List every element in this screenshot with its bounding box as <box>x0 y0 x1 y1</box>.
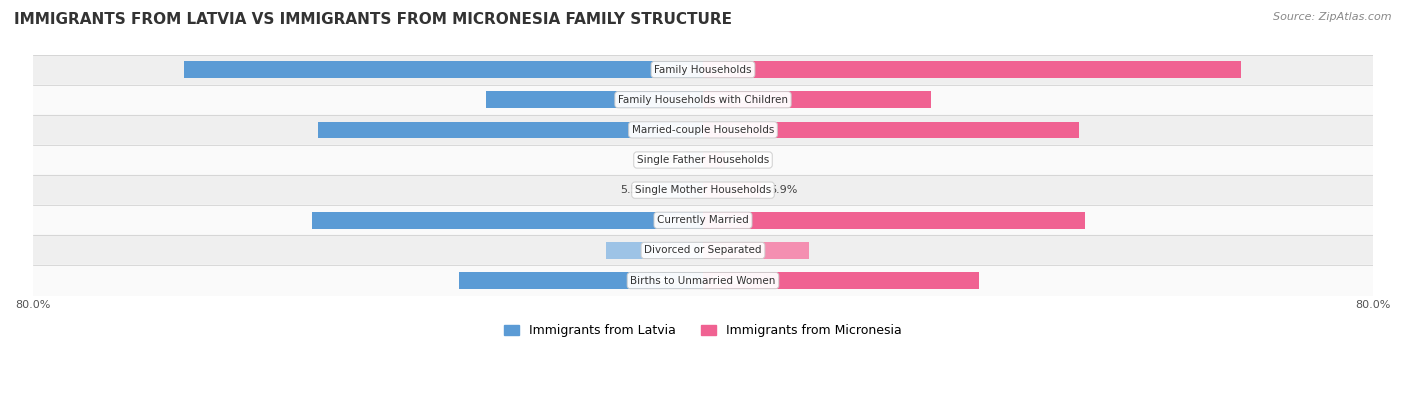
Bar <box>32 175 1374 205</box>
Text: Family Households with Children: Family Households with Children <box>619 95 787 105</box>
Text: 2.6%: 2.6% <box>733 155 762 165</box>
Text: 12.7%: 12.7% <box>711 245 749 256</box>
Bar <box>703 242 810 259</box>
Text: 25.9%: 25.9% <box>657 95 695 105</box>
Text: 11.6%: 11.6% <box>655 245 695 256</box>
Bar <box>703 152 724 168</box>
Bar <box>688 152 703 168</box>
Text: 29.1%: 29.1% <box>655 276 695 286</box>
Bar <box>32 235 1374 265</box>
Bar <box>703 212 1085 229</box>
Bar <box>318 122 703 138</box>
Text: Single Mother Households: Single Mother Households <box>636 185 770 195</box>
Bar <box>703 122 1080 138</box>
Bar <box>606 242 703 259</box>
Bar <box>32 115 1374 145</box>
Text: Currently Married: Currently Married <box>657 215 749 225</box>
Text: 32.9%: 32.9% <box>711 276 749 286</box>
Legend: Immigrants from Latvia, Immigrants from Micronesia: Immigrants from Latvia, Immigrants from … <box>499 320 907 342</box>
Text: 62.0%: 62.0% <box>657 64 695 75</box>
Text: Divorced or Separated: Divorced or Separated <box>644 245 762 256</box>
Text: Births to Unmarried Women: Births to Unmarried Women <box>630 276 776 286</box>
Bar <box>32 145 1374 175</box>
Bar <box>486 91 703 108</box>
Bar <box>460 272 703 289</box>
Bar <box>703 61 1241 78</box>
Text: 6.9%: 6.9% <box>769 185 797 195</box>
Bar <box>703 272 979 289</box>
Text: 46.7%: 46.7% <box>655 215 695 225</box>
Bar <box>184 61 703 78</box>
Bar <box>32 85 1374 115</box>
Text: 46.0%: 46.0% <box>655 125 695 135</box>
Bar <box>703 91 931 108</box>
Bar <box>703 182 761 198</box>
Text: 44.9%: 44.9% <box>711 125 751 135</box>
Bar <box>32 265 1374 295</box>
Bar <box>32 55 1374 85</box>
Text: 1.9%: 1.9% <box>651 155 679 165</box>
Text: 45.6%: 45.6% <box>711 215 751 225</box>
Text: 27.2%: 27.2% <box>711 95 749 105</box>
Text: IMMIGRANTS FROM LATVIA VS IMMIGRANTS FROM MICRONESIA FAMILY STRUCTURE: IMMIGRANTS FROM LATVIA VS IMMIGRANTS FRO… <box>14 12 733 27</box>
Text: 5.5%: 5.5% <box>620 185 648 195</box>
Text: Family Households: Family Households <box>654 64 752 75</box>
Bar <box>312 212 703 229</box>
Text: Single Father Households: Single Father Households <box>637 155 769 165</box>
Bar <box>657 182 703 198</box>
Bar <box>32 205 1374 235</box>
Text: Source: ZipAtlas.com: Source: ZipAtlas.com <box>1274 12 1392 22</box>
Text: 64.2%: 64.2% <box>711 64 751 75</box>
Text: Married-couple Households: Married-couple Households <box>631 125 775 135</box>
